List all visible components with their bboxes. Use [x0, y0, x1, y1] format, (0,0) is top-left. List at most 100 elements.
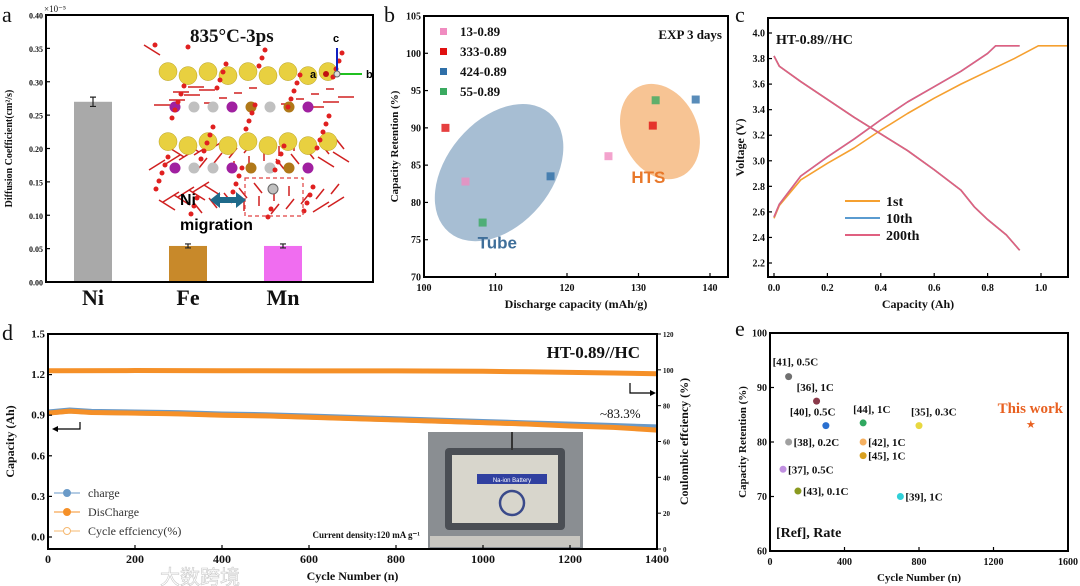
na-atom — [198, 62, 218, 81]
bond — [203, 184, 221, 196]
bond — [192, 181, 210, 193]
data-point — [651, 96, 660, 105]
y-tick-label: 2.6 — [753, 207, 766, 218]
legend-label: DisCharge — [88, 505, 139, 519]
annotation-migration: migration — [180, 217, 253, 234]
y-tick-label: 60 — [757, 547, 767, 558]
o-atom — [194, 195, 200, 201]
x-tick-label: 0 — [45, 552, 51, 566]
o-atom — [304, 200, 310, 206]
o-atom — [320, 129, 326, 135]
star-marker-icon: ★ — [1026, 419, 1036, 431]
data-point — [822, 422, 830, 430]
legend-swatch — [440, 28, 447, 35]
legend-label: 10th — [886, 212, 913, 227]
point-label-this-work: This work — [998, 401, 1064, 417]
error-bar — [185, 243, 191, 249]
x-tick-label: 0.6 — [928, 283, 941, 294]
x-tick-label: 100 — [417, 283, 432, 294]
x-tick-label: 1400 — [645, 552, 669, 566]
x-category-label: Ni — [82, 285, 104, 310]
x-tick-label: 800 — [912, 557, 927, 568]
x-tick-label: 0.4 — [875, 283, 888, 294]
y-tick-label: 0.05 — [29, 245, 43, 254]
o-atom — [207, 132, 213, 138]
y-tick-label: 1.5 — [31, 329, 45, 341]
o-atom — [220, 69, 226, 75]
y-axis-label: Capacity Retention (%) — [737, 386, 749, 498]
bond — [253, 182, 263, 194]
axes-frame — [767, 17, 1069, 278]
point-label: [36], 1C — [797, 382, 834, 394]
panel-label: b — [384, 2, 395, 27]
legend-label: 1st — [886, 195, 903, 210]
point-label: [38], 0.2C — [794, 437, 840, 449]
legend-marker — [63, 527, 71, 535]
y-tick-label: 3.0 — [753, 156, 766, 167]
x-tick-label: 800 — [387, 552, 405, 566]
y2-tick-label: 100 — [663, 367, 674, 375]
na-atom — [178, 136, 198, 155]
y-tick-label: 0.10 — [29, 212, 43, 221]
battery-photo-inset: Na-ion Battery — [428, 432, 583, 549]
right-axis-arrow — [629, 383, 652, 394]
o-atom — [175, 99, 181, 105]
bond — [335, 138, 345, 150]
legend-label: 55-0.89 — [460, 84, 501, 99]
na-atom — [258, 66, 278, 85]
o-atom — [214, 85, 220, 91]
na-atom — [258, 136, 278, 155]
error-bar — [280, 243, 286, 249]
na-atom — [218, 136, 238, 155]
arrow-head-icon — [52, 426, 58, 432]
data-point — [859, 438, 867, 446]
y-tick-label: 0.25 — [29, 112, 43, 121]
x-tick-label: 1600 — [1058, 557, 1078, 568]
point-label: [39], 1C — [905, 492, 942, 504]
x-tick-label: 200 — [126, 552, 144, 566]
data-point — [478, 218, 487, 227]
y-tick-label: 4.0 — [753, 29, 766, 40]
data-point — [648, 121, 657, 130]
o-atom — [317, 137, 323, 143]
axis-b-label: b — [366, 69, 373, 81]
y-tick-label: 0.9 — [31, 410, 45, 422]
y2-tick-label: 80 — [663, 403, 671, 411]
y-tick-label: 90 — [411, 123, 421, 134]
axis-a-dot — [323, 71, 329, 77]
migrating-ni-atom — [267, 183, 279, 195]
x-category-label: Mn — [267, 285, 300, 310]
chart-annotation: HT-0.89//HC — [776, 33, 853, 48]
o-atom — [288, 96, 294, 102]
y-tick-label: 0.20 — [29, 145, 43, 154]
o-atom — [268, 206, 274, 212]
point-label: [40], 0.5C — [790, 407, 836, 419]
battery-label-text: Na-ion Battery — [493, 478, 531, 484]
na-atom — [218, 66, 238, 85]
legend-label: 200th — [886, 229, 920, 244]
battery-label-banner — [477, 474, 547, 484]
o-atom — [297, 72, 303, 78]
bond — [158, 199, 176, 211]
y-tick-label: 0.00 — [29, 279, 43, 288]
legend-text: [Ref], Rate — [776, 526, 841, 541]
bond — [173, 194, 191, 206]
bond — [270, 203, 280, 215]
tm-atom — [283, 162, 295, 174]
legend-swatch — [440, 68, 447, 75]
panel-c: c 1st 10th 200th HT-0.89//HC 2.2 2.4 2.6 2.8 3.0 3… — [733, 2, 1069, 311]
o-atom — [204, 140, 210, 146]
data-point — [813, 397, 821, 405]
bond — [208, 197, 218, 209]
charge-curve-200th — [773, 44, 1020, 218]
x-tick-label: 0.0 — [768, 283, 781, 294]
y-tick-label: 3.8 — [753, 54, 766, 65]
x-tick-label: 400 — [213, 552, 231, 566]
o-atom — [272, 167, 278, 173]
legend-label: 13-0.89 — [460, 24, 501, 39]
tm-atom — [207, 101, 219, 113]
o-atom — [230, 189, 236, 195]
data-point — [794, 487, 802, 495]
point-label: [42], 1C — [868, 437, 905, 449]
o-atom — [281, 143, 287, 149]
